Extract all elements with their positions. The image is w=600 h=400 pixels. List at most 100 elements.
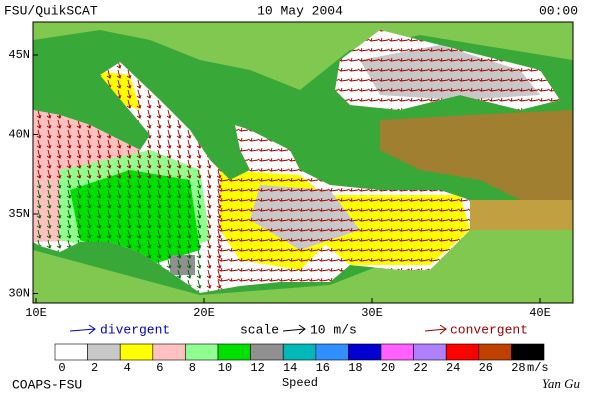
wind-arrow [46, 119, 52, 129]
wind-arrow [337, 197, 349, 202]
wind-arrow [217, 257, 229, 262]
wind-arrow [146, 219, 152, 229]
wind-arrow [437, 67, 449, 72]
wind-arrow [36, 189, 42, 199]
wind-arrow [507, 77, 519, 82]
wind-arrow [136, 159, 142, 169]
wind-arrow [257, 197, 269, 202]
wind-arrow [196, 249, 202, 259]
wind-arrow [377, 237, 389, 242]
wind-arrow [267, 167, 279, 172]
divergent-arrow-head [88, 324, 96, 335]
wind-arrow [457, 57, 469, 62]
wind-arrow [86, 229, 92, 239]
wind-arrow [237, 197, 249, 202]
wind-arrow [217, 177, 229, 182]
wind-arrow [387, 37, 399, 42]
wind-arrow [156, 219, 162, 229]
wind-arrow [126, 189, 132, 199]
wind-arrow [56, 209, 62, 219]
wind-arrow [377, 257, 389, 262]
wind-arrow [487, 77, 499, 82]
wind-arrow [377, 227, 389, 232]
wind-arrow [397, 37, 409, 42]
wind-arrow [96, 189, 102, 199]
wind-arrow [86, 179, 92, 189]
wind-arrow [267, 237, 279, 242]
wind-arrow [126, 149, 132, 159]
wind-arrow [447, 197, 459, 202]
wind-arrow [357, 207, 369, 212]
wind-arrow [377, 67, 389, 72]
wind-arrow [166, 149, 172, 159]
wind-arrow [467, 87, 479, 92]
wind-arrow [277, 147, 289, 152]
wind-arrow [186, 129, 192, 139]
wind-arrow [116, 149, 122, 159]
wind-arrow [196, 219, 202, 229]
wind-arrow [146, 189, 152, 199]
wind-arrow [196, 279, 202, 289]
wind-arrow [427, 197, 439, 202]
source: FSU/QuikSCAT [4, 3, 98, 18]
wind-arrow [247, 207, 259, 212]
wind-arrow [477, 67, 489, 72]
wind-arrow [196, 179, 202, 189]
wind-arrow [227, 247, 239, 252]
wind-arrow [317, 257, 329, 262]
wind-arrow [186, 189, 192, 199]
wind-arrow [267, 257, 279, 262]
wind-arrow [126, 229, 132, 239]
wind-arrow [347, 97, 359, 102]
wind-arrow [357, 227, 369, 232]
wind-arrow [347, 257, 359, 262]
wind-arrow [116, 179, 122, 189]
wind-arrow [287, 207, 299, 212]
wind-arrow [36, 199, 42, 209]
wind-arrow [146, 149, 152, 159]
wind-arrow [126, 199, 132, 209]
wind-arrow [367, 227, 379, 232]
wind-arrow [206, 209, 212, 219]
wind-arrow [176, 139, 182, 149]
wind-arrow [176, 119, 182, 129]
wind-arrow [387, 47, 399, 52]
wind-arrow [277, 277, 289, 282]
wind-arrow [517, 97, 529, 102]
wind-arrow [116, 219, 122, 229]
convergent-arrow [424, 328, 447, 332]
wind-arrow [257, 237, 269, 242]
wind-arrow [186, 219, 192, 229]
wind-arrow [317, 237, 329, 242]
wind-arrow [166, 249, 172, 259]
wind-arrow [347, 57, 359, 62]
wind-arrow [76, 159, 82, 169]
wind-arrow [357, 257, 369, 262]
wind-arrow [367, 217, 379, 222]
wind-arrow [257, 277, 269, 282]
wind-arrow [66, 149, 72, 159]
wind-arrow [437, 227, 449, 232]
wind-arrow [166, 209, 172, 219]
organization: COAPS-FSU [12, 377, 82, 392]
wind-arrow [227, 257, 239, 262]
wind-arrow [126, 219, 132, 229]
colorbar-tick-label: 10 [218, 361, 232, 375]
wind-arrow [407, 37, 419, 42]
wind-arrow [367, 77, 379, 82]
wind-arrow [337, 187, 349, 192]
colorbar-tick-label: 12 [250, 361, 264, 375]
wind-arrow [166, 129, 172, 139]
wind-arrow [96, 149, 102, 159]
wind-arrow [427, 47, 439, 52]
wind-arrow [527, 77, 539, 82]
wind-arrow [247, 247, 259, 252]
wind-arrow [96, 169, 102, 179]
wind-arrow [156, 249, 162, 259]
colorbar-tick-label: 28 [511, 361, 525, 375]
wind-arrow [196, 149, 202, 159]
lon-label: 40E [529, 306, 551, 320]
wind-arrow [297, 197, 309, 202]
colorbar-swatch [348, 343, 382, 361]
wind-arrow [317, 217, 329, 222]
